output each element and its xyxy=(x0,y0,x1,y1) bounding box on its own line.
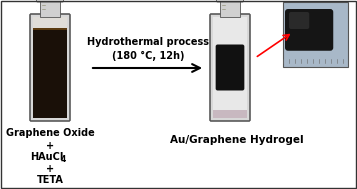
Bar xyxy=(33,28,67,29)
Text: 4: 4 xyxy=(60,155,66,164)
FancyBboxPatch shape xyxy=(289,12,309,29)
Bar xyxy=(40,1,60,17)
Bar xyxy=(213,110,247,118)
Bar xyxy=(33,17,67,28)
Text: +: + xyxy=(46,164,54,174)
FancyBboxPatch shape xyxy=(210,14,250,121)
FancyBboxPatch shape xyxy=(283,2,348,67)
Bar xyxy=(213,17,247,118)
FancyBboxPatch shape xyxy=(36,0,64,2)
Text: (180 °C, 12h): (180 °C, 12h) xyxy=(112,51,184,61)
Text: TETA: TETA xyxy=(36,175,64,185)
FancyBboxPatch shape xyxy=(216,44,244,91)
Text: HAuCl: HAuCl xyxy=(30,152,64,162)
Text: Graphene Oxide: Graphene Oxide xyxy=(6,128,94,138)
FancyBboxPatch shape xyxy=(30,14,70,121)
FancyBboxPatch shape xyxy=(217,0,243,2)
Bar xyxy=(220,1,241,17)
Text: Au/Graphene Hydrogel: Au/Graphene Hydrogel xyxy=(170,135,304,145)
Text: +: + xyxy=(46,141,54,151)
Text: Hydrothermal process: Hydrothermal process xyxy=(87,37,209,47)
FancyBboxPatch shape xyxy=(285,9,333,51)
Bar xyxy=(33,17,67,118)
